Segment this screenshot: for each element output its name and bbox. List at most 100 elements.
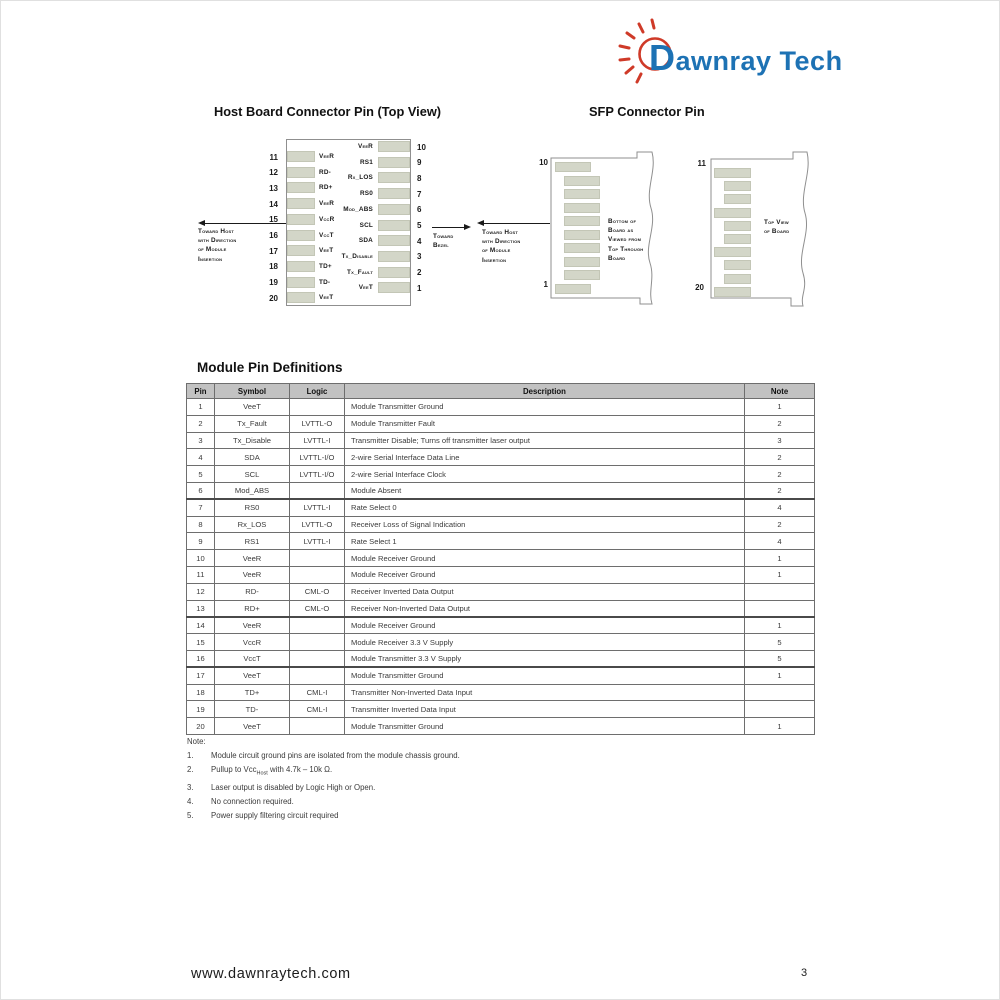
table-cell: 1 (744, 549, 815, 567)
table-cell: 3 (186, 431, 215, 450)
table-cell: 4 (744, 532, 815, 551)
arrow-right-icon (464, 224, 471, 230)
sfp-right-board-pad (714, 286, 751, 297)
table-cell: 5 (744, 633, 815, 651)
table-cell: LVTTL-I (289, 532, 345, 551)
table-cell: 15 (186, 633, 215, 651)
table-cell: CML-I (289, 700, 345, 719)
footer-url: www.dawnraytech.com (191, 966, 351, 982)
host-pin-pad (378, 250, 410, 262)
host-pin-pad (378, 156, 410, 168)
host-pin-pad (287, 292, 315, 304)
host-pin-pad (287, 182, 315, 194)
sfp-right-board-pad (714, 207, 751, 218)
sfp-right-board-pad (724, 234, 751, 244)
pin-definitions-table: Pin Symbol Logic Description Note 1 VeeT Modul… (186, 383, 815, 735)
table-cell: 2 (744, 515, 815, 534)
host-pin-pad (378, 266, 410, 278)
toward-bezel-annotation: Toward Bezel (433, 233, 454, 250)
host-pin-number: 17 (269, 246, 278, 256)
table-cell: 2-wire Serial Interface Data Line (344, 448, 745, 467)
sfp-left-board-pad (564, 189, 600, 199)
page-number: 3 (801, 967, 808, 979)
host-pin-label: Tx_Fault (347, 268, 373, 276)
table-cell: 1 (744, 616, 815, 635)
host-pin-label: SCL (359, 221, 373, 229)
host-pin-pad (287, 213, 315, 225)
sfp-left-board-caption: Bottom of Board as Viewed from Top Through B… (608, 218, 644, 262)
host-pin-label: Tx_Disable (341, 252, 373, 260)
table-cell: 1 (186, 398, 215, 416)
notes-section: Note: 1. Module circuit ground pins are i… (187, 737, 827, 826)
table-row: 19 TD- CML-I Transmitter Inverted Data Inpu… (186, 700, 815, 719)
table-cell (289, 633, 345, 651)
host-pin-number: 14 (269, 199, 278, 209)
table-cell: Module Transmitter Ground (344, 398, 745, 416)
toward-bezel-arrow-line (432, 227, 464, 228)
table-cell: 17 (186, 666, 215, 685)
host-pin-label: Rx_LOS (347, 174, 373, 182)
table-cell: Module Transmitter Ground (344, 666, 745, 685)
table-row: 14 VeeR Module Receiver Ground 1 (186, 616, 815, 635)
table-cell: 2 (744, 481, 815, 501)
table-cell: 16 (186, 649, 215, 669)
host-pin-label: VeeT (358, 284, 373, 292)
table-cell: TD- (214, 700, 290, 719)
table-cell: LVTTL-I/O (289, 465, 345, 483)
table-cell: VeeT (214, 398, 290, 416)
table-cell: Transmitter Non-Inverted Data Input (344, 683, 745, 702)
table-cell: Module Receiver Ground (344, 616, 745, 635)
host-pin-label: VccT (319, 231, 334, 239)
table-cell: VeeT (214, 717, 290, 735)
host-pin-number: 11 (269, 152, 278, 162)
table-row: 18 TD+ CML-I Transmitter Non-Inverted Data … (186, 683, 815, 702)
table-cell: 6 (186, 481, 215, 501)
table-cell: VeeR (214, 616, 290, 635)
host-pin-pad (378, 141, 410, 152)
host-pin-label: VeeR (319, 153, 335, 160)
table-cell: Mod_ABS (214, 481, 290, 501)
table-cell: CML-O (289, 582, 345, 601)
host-pin-label: RD- (319, 168, 331, 176)
host-pin-number: 5 (417, 221, 422, 230)
table-cell: 20 (186, 717, 215, 735)
host-pin-pad (287, 166, 315, 178)
table-cell: LVTTL-O (289, 515, 345, 534)
table-cell (289, 398, 345, 416)
host-pin-label: VeeT (319, 247, 334, 255)
table-cell: RS1 (214, 532, 290, 551)
host-pin-pad (287, 245, 315, 257)
table-cell: Module Receiver Ground (344, 549, 745, 567)
sfp-left-board-pad (564, 270, 600, 280)
table-row: 12 RD- CML-O Receiver Inverted Data Output (186, 582, 815, 601)
table-cell: Rate Select 0 (344, 498, 745, 517)
table-cell: RD- (214, 582, 290, 601)
table-cell: RD+ (214, 599, 290, 618)
table-cell: Receiver Inverted Data Output (344, 582, 745, 601)
table-row: 16 VccT Module Transmitter 3.3 V Supply 5 (186, 649, 815, 669)
host-pin-pad (378, 219, 410, 231)
table-cell: 5 (744, 649, 815, 669)
sfp-left-board-pad (564, 229, 600, 240)
sfp-right-board-pad (724, 273, 751, 284)
host-pin-label: VeeR (319, 200, 335, 208)
sfp-right-board-pad (714, 247, 751, 258)
host-connector-outline (286, 139, 411, 306)
sfp-right-board-bottom-pin-number: 20 (695, 283, 704, 292)
host-pin-pad (378, 282, 410, 294)
pin-table-title: Module Pin Definitions (197, 360, 343, 375)
host-pin-label: VeeR (357, 143, 373, 150)
column-header: Description (344, 383, 745, 399)
table-header-row: Pin Symbol Logic Description Note (186, 383, 815, 399)
column-header: Logic (289, 383, 345, 399)
table-cell: 12 (186, 582, 215, 601)
table-cell: 2 (744, 414, 815, 433)
table-row: 6 Mod_ABS Module Absent 2 (186, 481, 815, 501)
table-cell (289, 616, 345, 635)
table-cell: LVTTL-I/O (289, 448, 345, 467)
table-cell: Rx_LOS (214, 515, 290, 534)
table-cell: 3 (744, 431, 815, 450)
table-row: 3 Tx_Disable LVTTL-I Transmitter Disable; T… (186, 431, 815, 450)
table-cell (289, 717, 345, 735)
